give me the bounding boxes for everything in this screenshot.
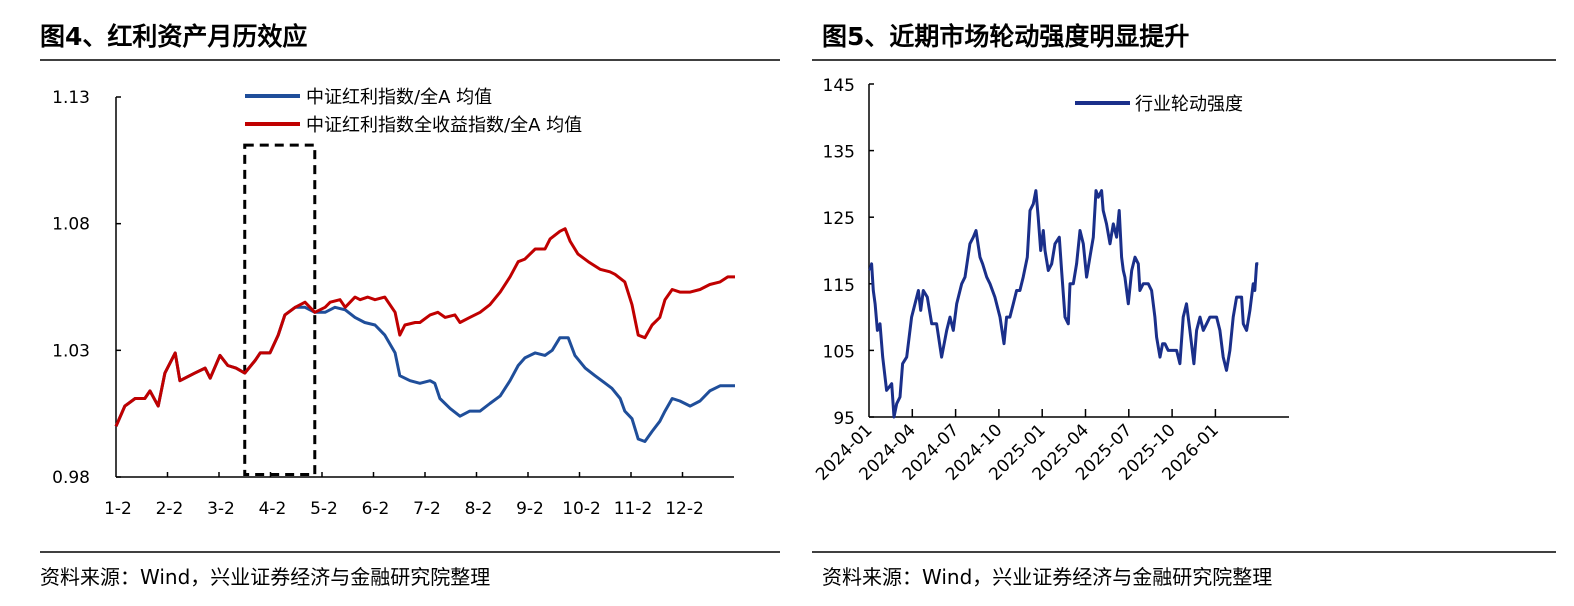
highlight-box-dashed [243, 143, 317, 476]
left-x-tick-label: 10-2 [562, 499, 601, 519]
right-chart: 951051151251351452024-012024-042024-0720… [812, 76, 1289, 485]
series-line-rotation-strength [868, 189, 1259, 419]
left-x-tick-label: 9-2 [516, 499, 544, 519]
right-y-tick-label: 145 [823, 76, 855, 96]
left-y-tick-label: 1.03 [52, 341, 90, 361]
left-x-tick-label: 4-2 [259, 499, 287, 519]
left-x-tick-label: 7-2 [413, 499, 441, 519]
left-x-tick-label: 6-2 [362, 499, 390, 519]
left-x-tick-label: 12-2 [665, 499, 704, 519]
series-line-dividend-total-return [114, 227, 735, 427]
left-chart: 0.98 1.03 1.08 1.13 1-2 2-2 3-2 4-2 5-2 6-2 7-2 8-2… [52, 87, 735, 519]
legend-label: 中证红利指数全收益指数/全A 均值 [306, 115, 582, 136]
right-source-note: 资料来源：Wind，兴业证券经济与金融研究院整理 [822, 565, 1272, 589]
left-x-tick-label: 5-2 [310, 499, 338, 519]
right-y-tick-label: 115 [823, 276, 855, 296]
left-x-tick-label: 3-2 [207, 499, 235, 519]
left-x-tick-label: 8-2 [465, 499, 493, 519]
right-y-tick-label: 105 [823, 342, 855, 362]
left-x-tick-label: 11-2 [614, 499, 653, 519]
left-x-tick-label: 2-2 [156, 499, 184, 519]
left-y-tick-label: 1.13 [52, 88, 90, 108]
right-chart-title: 图5、近期市场轮动强度明显提升 [822, 22, 1189, 51]
right-y-tick-label: 95 [833, 409, 855, 429]
left-source-note: 资料来源：Wind，兴业证券经济与金融研究院整理 [40, 565, 490, 589]
left-x-tick-label: 1-2 [104, 499, 132, 519]
legend-label: 行业轮动强度 [1135, 94, 1243, 115]
left-chart-title: 图4、红利资产月历效应 [40, 22, 307, 51]
right-y-tick-label: 125 [823, 209, 855, 229]
left-y-tick-label: 0.98 [52, 468, 90, 488]
left-y-tick-label: 1.08 [52, 215, 90, 235]
right-y-tick-label: 135 [823, 143, 855, 163]
legend-label: 中证红利指数/全A 均值 [306, 87, 492, 108]
